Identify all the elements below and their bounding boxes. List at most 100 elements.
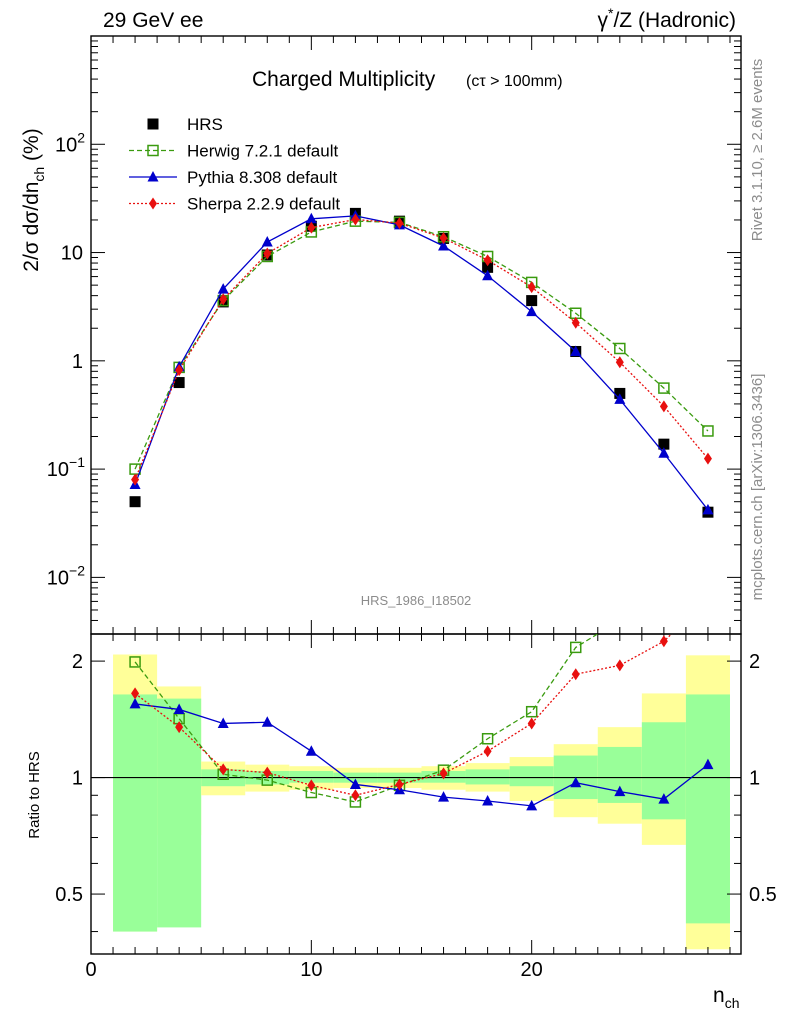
ratio-point-herwig (659, 588, 669, 598)
ratio-point-pythia (305, 745, 317, 756)
ratio-series (129, 562, 714, 811)
x-tick-label: 20 (521, 959, 543, 981)
ratio-point-herwig (129, 656, 141, 668)
ratio-point-sherpa (307, 779, 316, 792)
ratio-point-pythia (129, 697, 141, 709)
rivet-version-text: Rivet 3.1.10, ≥ 2.6M events (749, 59, 766, 242)
axis-tick-labels: 0 10 20 10−2 10−1 1 10 102 0.5 0.5 1 1 2 2 (47, 129, 777, 981)
main-point-sherpa (483, 254, 492, 267)
ratio-point-pythia (526, 799, 538, 811)
main-y-tick-label: 102 (55, 129, 85, 156)
ratio-point-sherpa (131, 687, 140, 700)
main-point-sherpa (439, 232, 448, 245)
band-green (289, 770, 334, 783)
main-point-pythia (438, 239, 450, 251)
legend-marker-hrs (147, 118, 159, 130)
legend-label-herwig: Herwig 7.2.1 default (187, 142, 338, 161)
main-point-sherpa (351, 213, 360, 226)
main-point-herwig (702, 425, 714, 437)
main-line-sherpa (134, 218, 709, 480)
ratio-point-sherpa (527, 717, 536, 730)
main-point-sherpa (395, 217, 404, 230)
plot-frames (90, 35, 742, 955)
main-point-sherpa (175, 364, 184, 377)
legend-label-sherpa: Sherpa 2.2.9 default (187, 195, 340, 214)
ratio-y-axis-label: Ratio to HRS (26, 751, 43, 839)
ratio-point-herwig (481, 732, 494, 745)
x-tick-label: 10 (300, 959, 322, 981)
ratio-point-sherpa (615, 659, 624, 672)
main-point-sherpa (703, 452, 712, 465)
band-green (157, 698, 202, 928)
legend-marker-pythia (147, 171, 159, 182)
ratio-point-pythia (173, 703, 185, 714)
ratio-point-pythia (217, 717, 229, 728)
header-left: 29 GeV ee (103, 9, 203, 32)
main-point-pythia (305, 212, 317, 224)
ratio-point-sherpa (704, 593, 712, 605)
ratio-y-tick-label-right: 0.5 (749, 884, 777, 906)
main-y-tick-label: 10 (61, 243, 83, 265)
main-point-pythia (526, 305, 538, 317)
main-title-sub: (cτ > 100mm) (466, 73, 563, 90)
legend-label-pythia: Pythia 8.308 default (187, 168, 338, 187)
ratio-point-sherpa (483, 745, 492, 758)
main-point-herwig (614, 342, 626, 355)
legend-marker-sherpa (149, 197, 157, 210)
ratio-y-tick-label-right: 2 (749, 651, 760, 673)
main-point-pythia (658, 447, 670, 458)
main-point-pythia (482, 269, 494, 281)
ratio-point-herwig (525, 705, 538, 718)
main-point-sherpa (263, 247, 272, 260)
main-point-hrs (129, 496, 141, 508)
ratio-y-tick-label-right: 1 (749, 768, 760, 790)
main-point-sherpa (659, 400, 668, 413)
ratio-point-herwig (615, 615, 625, 625)
ratio-point-sherpa (175, 721, 184, 734)
main-title: Charged Multiplicity (252, 68, 436, 91)
ratio-point-pythia (614, 785, 626, 797)
main-point-sherpa (571, 316, 580, 329)
ratio-point-sherpa (263, 766, 272, 779)
ratio-point-herwig (569, 641, 582, 654)
ratio-point-pythia (261, 716, 273, 727)
main-line-herwig (134, 220, 709, 470)
ratio-point-pythia (702, 758, 714, 770)
ratio-point-sherpa (351, 789, 360, 802)
ratio-line-herwig (134, 634, 599, 803)
main-y-tick-label: 10−2 (47, 562, 85, 589)
main-point-pythia (217, 283, 229, 294)
ratio-point-sherpa (659, 635, 668, 648)
main-point-hrs (482, 261, 494, 273)
legend: HRS Herwig 7.2.1 default Pythia 8.308 defa… (129, 115, 340, 214)
ratio-y-tick-label: 2 (72, 651, 83, 673)
band-green (113, 694, 158, 932)
main-point-sherpa (219, 293, 228, 306)
main-y-tick-label: 1 (72, 351, 83, 373)
main-point-pythia (261, 236, 273, 247)
ratio-y-tick-label: 1 (72, 768, 83, 790)
header-right: γ*/Z (Hadronic) (598, 5, 736, 32)
ratio-frame (90, 633, 742, 955)
legend-marker-herwig (147, 144, 159, 157)
band-green (685, 694, 730, 924)
main-point-pythia (570, 345, 582, 356)
mcplots-reference-text: mcplots.cern.ch [arXiv:1306.3436] (749, 374, 766, 601)
ratio-uncertainty-bands (113, 654, 730, 950)
ratio-point-herwig (703, 562, 713, 572)
main-point-hrs (658, 438, 670, 450)
ratio-point-sherpa (395, 778, 404, 791)
axis-ticks (90, 36, 741, 954)
main-point-pythia (614, 393, 626, 404)
main-point-sherpa (527, 281, 536, 294)
main-y-tick-label: 10−1 (47, 454, 85, 481)
analysis-watermark: HRS_1986_I18502 (361, 593, 472, 608)
main-point-pythia (702, 503, 714, 515)
main-point-hrs (614, 387, 626, 399)
main-series (129, 207, 714, 518)
main-point-sherpa (131, 473, 140, 486)
ratio-y-tick-label: 0.5 (55, 884, 83, 906)
main-line-pythia (134, 215, 709, 511)
x-axis-label: nch (713, 984, 739, 1011)
